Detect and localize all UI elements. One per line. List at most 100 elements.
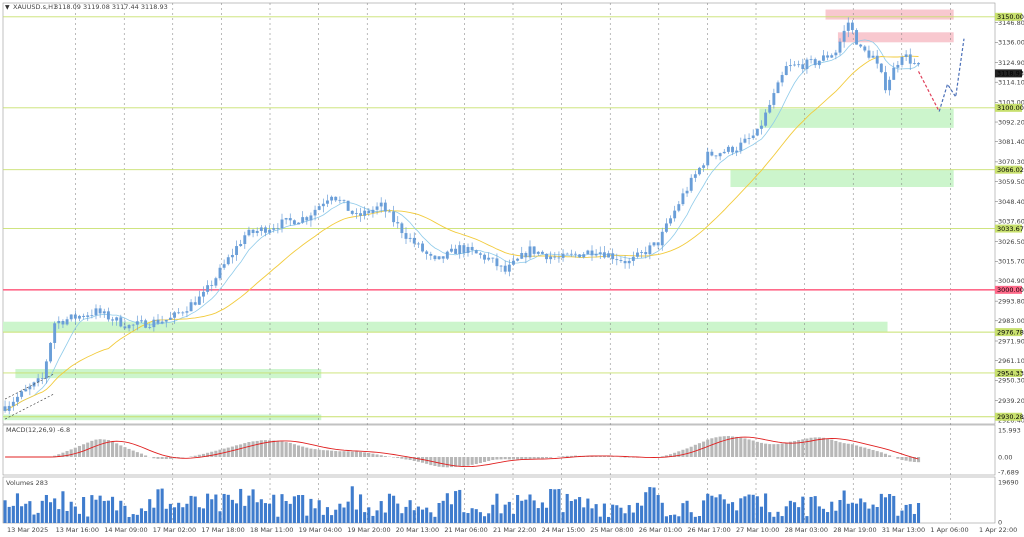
candle-body — [189, 302, 193, 312]
candle-body — [164, 319, 168, 322]
price-tick-label: 3037.60 — [998, 218, 1024, 226]
level-price-tag — [995, 224, 1022, 233]
price-tick-label: 3059.50 — [998, 178, 1024, 186]
candle-body — [574, 253, 577, 255]
candle-body — [259, 227, 263, 231]
candle-body — [681, 193, 685, 205]
candle-body — [127, 325, 131, 329]
candle-body — [718, 153, 722, 157]
level-price-tag — [995, 328, 1022, 337]
candle-body — [561, 253, 565, 258]
candle-body — [379, 202, 383, 207]
candle-body — [594, 253, 598, 256]
candle-body — [900, 56, 904, 65]
candle-body — [243, 235, 247, 244]
candle-body — [892, 67, 896, 80]
candle-body — [288, 218, 292, 221]
candle-body — [879, 63, 883, 73]
candle-body — [156, 319, 160, 324]
candle-body — [731, 146, 734, 153]
candle-body — [214, 278, 218, 286]
candle-body — [714, 155, 718, 157]
candle-body — [586, 250, 590, 255]
candle-body — [565, 253, 569, 255]
candle-body — [470, 246, 474, 251]
candle-body — [326, 200, 329, 204]
time-tick-label: 31 Mar 13:00 — [882, 526, 925, 534]
candle-body — [454, 248, 458, 254]
candle-body — [160, 321, 164, 324]
zone — [3, 414, 322, 421]
candle-body — [44, 361, 48, 379]
candle-body — [532, 246, 536, 254]
candle-body — [206, 285, 210, 292]
price-tick-label: 2939.20 — [998, 397, 1024, 405]
price-tick-label: 3124.90 — [998, 59, 1024, 67]
candle-body — [235, 246, 238, 255]
candle-body — [904, 54, 908, 57]
candle-body — [582, 254, 586, 258]
window-menu-icon[interactable]: ▼ — [5, 4, 10, 11]
level-price-label: 2976.78 — [997, 328, 1024, 336]
candle-body — [553, 256, 557, 258]
candle-body — [619, 260, 623, 262]
candle-body — [772, 93, 776, 105]
candle-body — [817, 60, 821, 66]
candle-body — [648, 245, 652, 255]
candle-body — [760, 125, 763, 129]
candle-body — [317, 206, 321, 210]
candle-body — [388, 211, 391, 213]
candle-body — [7, 405, 11, 411]
candle-body — [106, 311, 110, 320]
level-price-label: 2954.33 — [997, 369, 1024, 377]
price-tick-label: 2950.30 — [998, 377, 1024, 385]
candle-body — [36, 378, 40, 383]
candle-body — [487, 257, 491, 260]
price-axis: 3146.80 3136.00 3124.90 3114.10 3103.00 3092.… — [995, 12, 1024, 526]
candle-body — [135, 321, 139, 325]
candle-body — [230, 254, 234, 258]
candle-body — [197, 296, 201, 305]
time-tick-label: 13 Mar 16:00 — [56, 526, 99, 534]
candle-body — [578, 254, 582, 258]
candle-body — [330, 196, 334, 201]
candle-body — [375, 206, 379, 210]
candle-body — [689, 177, 693, 191]
candle-body — [359, 213, 362, 216]
candle-body — [383, 202, 387, 212]
candle-body — [826, 55, 830, 58]
level-price-tag — [995, 285, 1022, 294]
candle-body — [445, 251, 449, 259]
candle-body — [268, 229, 272, 233]
candle-body — [3, 406, 7, 411]
candle-body — [698, 167, 701, 175]
macd-panel-frame — [2, 424, 996, 476]
candle-body — [193, 302, 197, 305]
candle-body — [536, 251, 540, 254]
candle-body — [908, 54, 912, 64]
candle-body — [871, 55, 875, 58]
time-axis: 13 Mar 2025 13 Mar 16:00 14 Mar 09:00 17 Ma… — [7, 526, 1017, 534]
candle-body — [797, 64, 801, 66]
candle-body — [168, 317, 172, 320]
candle-body — [784, 66, 788, 76]
candle-body — [73, 314, 77, 319]
candle-body — [210, 285, 214, 286]
candle-body — [636, 252, 639, 257]
candle-body — [706, 151, 710, 166]
price-panel-frame — [2, 2, 996, 425]
zone — [825, 9, 954, 20]
candle-body — [239, 243, 243, 247]
candle-body — [251, 229, 255, 234]
time-tick-label: 17 Mar 02:00 — [153, 526, 196, 534]
candle-body — [140, 320, 143, 322]
zone — [837, 32, 954, 43]
time-tick-label: 13 Mar 2025 — [7, 526, 48, 534]
candle-body — [185, 311, 189, 313]
candle-body — [524, 253, 528, 258]
candle-body — [408, 237, 412, 239]
candle-body — [669, 218, 672, 224]
candle-body — [739, 142, 743, 151]
